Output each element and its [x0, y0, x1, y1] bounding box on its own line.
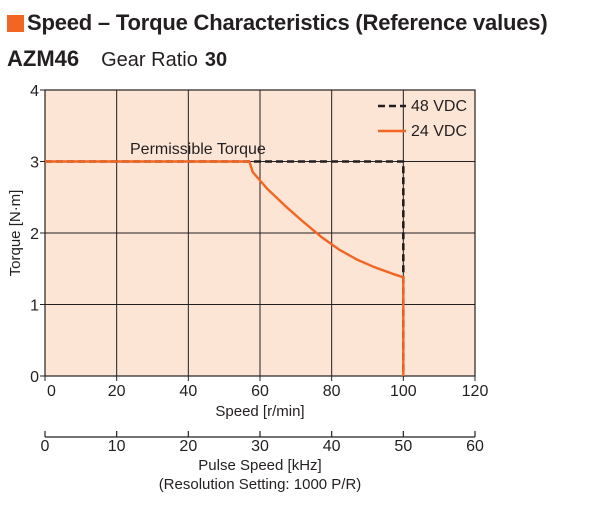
x-tick-label: 120: [462, 383, 489, 400]
gear-ratio-value: 30: [204, 49, 228, 71]
secondary-axis-tick-label: 50: [394, 438, 412, 455]
secondary-axis-tick-label: 30: [251, 438, 269, 455]
y-tick-label: 2: [30, 226, 39, 243]
y-tick-label: 4: [30, 83, 39, 100]
permissible-torque-annotation: Permissible Torque: [130, 141, 266, 158]
chart-title: Speed – Torque Characteristics (Referenc…: [27, 10, 548, 35]
legend-label: 24 VDC: [411, 123, 467, 140]
x-axis-label: Speed [r/min]: [215, 403, 304, 420]
x-tick-label: 100: [390, 383, 417, 400]
x-tick-label: 0: [47, 383, 56, 400]
secondary-axis-tick-label: 60: [466, 438, 484, 455]
gear-ratio-label: Gear Ratio: [101, 49, 198, 71]
secondary-axis-tick-label: 20: [179, 438, 197, 455]
secondary-axis-tick-label: 0: [41, 438, 50, 455]
secondary-axis-label: Pulse Speed [kHz]: [198, 457, 321, 474]
y-tick-label: 1: [30, 298, 39, 315]
y-tick-label: 3: [30, 155, 39, 172]
x-tick-label: 20: [108, 383, 126, 400]
secondary-axis-sublabel: (Resolution Setting: 1000 P/R): [159, 476, 362, 493]
x-tick-label: 60: [251, 383, 269, 400]
y-axis-label: Torque [N·m]: [7, 190, 24, 277]
secondary-axis-tick-label: 40: [323, 438, 341, 455]
secondary-axis-tick-label: 10: [108, 438, 126, 455]
model-info: AZM46 Gear Ratio 30: [7, 46, 227, 74]
chart-heading: Speed – Torque Characteristics (Referenc…: [7, 9, 548, 37]
series-line-24vdc: [45, 160, 405, 376]
model-name: AZM46: [7, 46, 80, 71]
x-tick-label: 40: [179, 383, 197, 400]
y-tick-label: 0: [30, 369, 39, 386]
legend-label: 48 VDC: [411, 98, 467, 115]
orange-square-icon: [7, 14, 24, 32]
x-tick-label: 80: [323, 383, 341, 400]
